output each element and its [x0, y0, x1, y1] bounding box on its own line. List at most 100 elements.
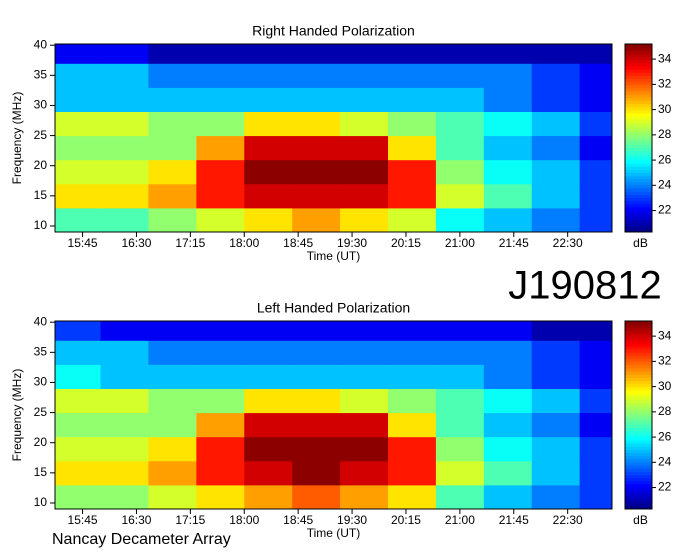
y-axis-label: Frequency (MHz) [10, 92, 24, 185]
heat-cell [388, 412, 437, 438]
colorbar-step [625, 109, 652, 114]
colorbar-step [625, 228, 652, 233]
heat-cell [531, 436, 581, 462]
colorbar-tick-label: 32 [658, 354, 672, 368]
heat-cell [196, 412, 245, 438]
colorbar-step [625, 349, 652, 353]
heat-cell [55, 135, 102, 161]
x-tick-label: 21:00 [445, 513, 475, 527]
heat-cell [340, 436, 389, 462]
heat-cell [244, 340, 293, 365]
heat-cell [483, 207, 533, 233]
colorbar-step [625, 166, 652, 170]
colorbar-step [625, 483, 652, 488]
heat-cell [531, 207, 581, 233]
colorbar-step [625, 471, 652, 476]
colorbar-step [625, 352, 652, 356]
y-tick-label: 20 [34, 158, 48, 172]
colorbar-step [625, 424, 652, 429]
footer: Nancay Decameter Array [52, 531, 231, 548]
heat-cell [579, 87, 613, 112]
colorbar-step [625, 499, 652, 504]
heat-cell [483, 340, 533, 365]
heat-cell [531, 321, 581, 341]
heat-cell [340, 321, 389, 341]
x-tick-label: 20:15 [391, 513, 421, 527]
heat-cell [148, 135, 197, 161]
heat-cell [435, 460, 485, 486]
colorbar-step [625, 59, 652, 64]
heat-cell [435, 436, 485, 462]
heat-cell [55, 159, 102, 185]
heat-cell [100, 364, 149, 389]
heat-cell [388, 135, 437, 161]
x-tick-label: 21:00 [445, 236, 475, 250]
colorbar-step [625, 194, 652, 199]
colorbar-step [625, 368, 652, 372]
colorbar-step [625, 462, 652, 466]
heat-cell [196, 63, 245, 88]
x-tick-label: 15:45 [68, 236, 98, 250]
heat-cell [340, 484, 389, 510]
heat-cell [579, 484, 613, 510]
heat-cell [483, 111, 533, 137]
heat-cell [244, 87, 293, 112]
heat-cell [531, 388, 581, 414]
x-tick-label: 16:30 [121, 513, 151, 527]
heat-cell [531, 111, 581, 137]
heat-cell [148, 87, 197, 112]
heat-cell [579, 159, 613, 185]
heat-cell [531, 135, 581, 161]
colorbar-step [625, 411, 652, 416]
colorbar-step [625, 188, 652, 192]
heat-cell [292, 412, 341, 438]
y-tick-label: 15 [34, 465, 48, 479]
heat-cell [292, 111, 341, 137]
heat-cell [196, 135, 245, 161]
heat-cell [435, 388, 485, 414]
colorbar-step [625, 147, 652, 152]
x-tick-label: 18:45 [283, 236, 313, 250]
x-axis-label: Time (UT) [307, 249, 361, 263]
heat-cell [244, 183, 293, 209]
colorbar-step [625, 213, 652, 217]
heat-cell [100, 63, 149, 88]
heat-cell [483, 44, 533, 64]
heat-cell [435, 63, 485, 88]
colorbar-step [625, 336, 652, 341]
colorbar-step [625, 181, 652, 186]
heat-cell [292, 436, 341, 462]
colorbar-step [625, 81, 652, 86]
heat-cell [340, 87, 389, 112]
heat-cell [388, 207, 437, 233]
x-tick-label: 15:45 [68, 513, 98, 527]
colorbar-step [625, 65, 652, 70]
colorbar-step [625, 321, 652, 325]
colorbar-step [625, 396, 652, 400]
heat-cell [340, 135, 389, 161]
heat-cell [196, 340, 245, 365]
heat-cell [55, 412, 102, 438]
heat-cell [196, 111, 245, 137]
heat-cell [579, 436, 613, 462]
heat-cell [244, 135, 293, 161]
heat-cell [579, 111, 613, 137]
heat-cell [435, 364, 485, 389]
heat-cell [148, 388, 197, 414]
heat-cell [55, 460, 102, 486]
colorbar-step [625, 427, 652, 432]
heat-cell [579, 321, 613, 341]
x-tick-label: 16:30 [121, 236, 151, 250]
colorbar-step [625, 408, 652, 413]
heat-cell [244, 44, 293, 64]
colorbar-step [625, 383, 652, 388]
heat-cell [196, 436, 245, 462]
x-tick-label: 19:30 [337, 236, 367, 250]
heat-cell [148, 460, 197, 486]
heat-cell [483, 87, 533, 112]
colorbar-step [625, 480, 652, 485]
heat-cell [55, 183, 102, 209]
colorbar-step [625, 222, 652, 227]
heat-cell [531, 44, 581, 64]
